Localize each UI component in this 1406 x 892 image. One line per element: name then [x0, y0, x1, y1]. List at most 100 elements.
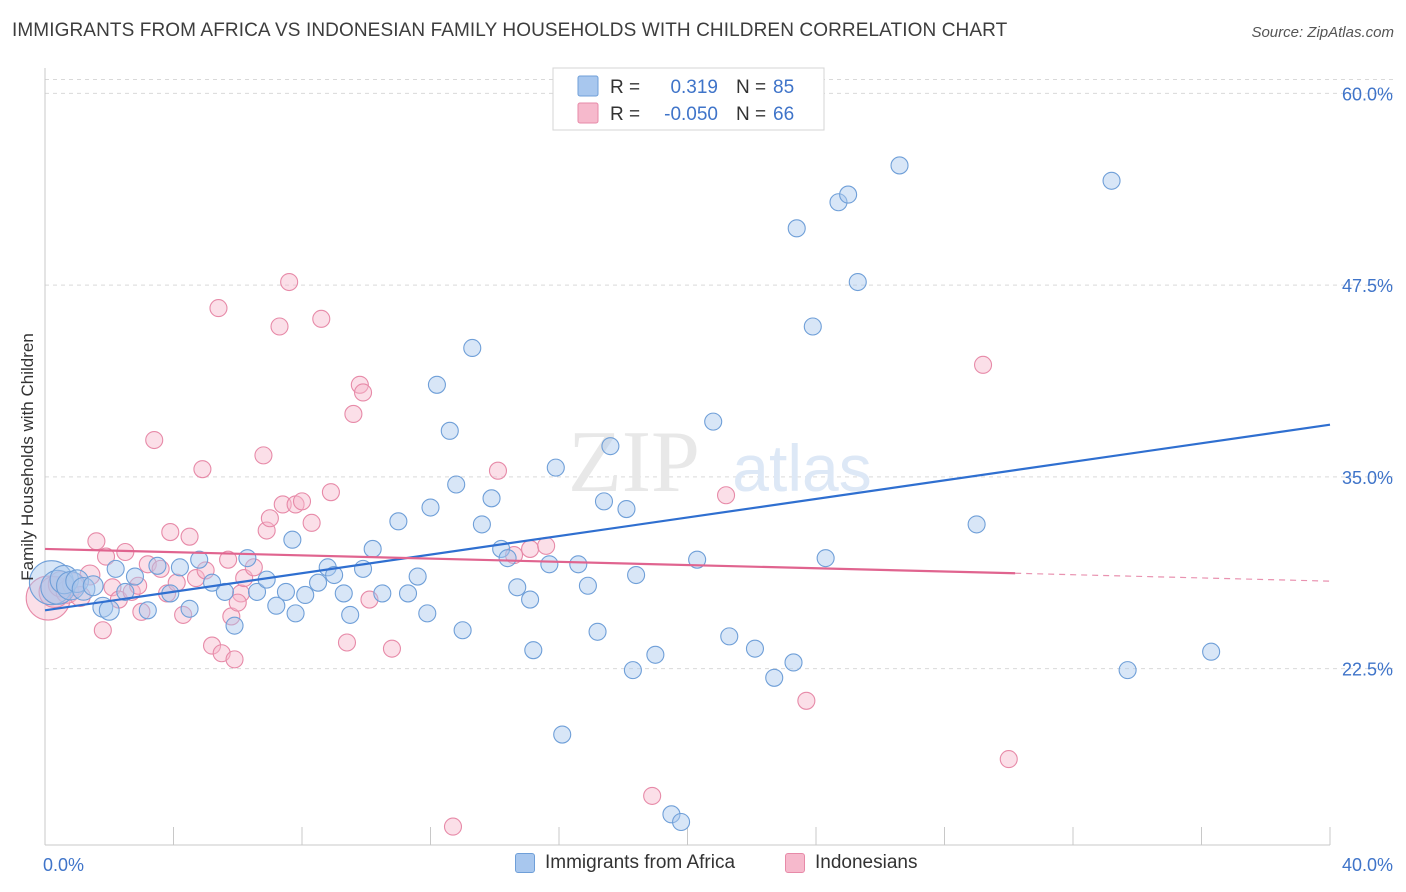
legend-swatch-indonesians — [577, 102, 599, 124]
point-africa-64 — [627, 565, 646, 585]
point-africa-17 — [190, 550, 209, 569]
point-africa-81 — [967, 515, 986, 534]
point-africa-58 — [578, 576, 597, 595]
point-indonesians-55 — [488, 461, 508, 480]
legend-swatch-indonesians-bottom — [785, 853, 805, 873]
point-indonesians-46 — [312, 309, 331, 328]
x-tick-label-1: 40.0% — [1342, 855, 1393, 875]
point-africa-59 — [588, 622, 607, 641]
point-africa-2 — [49, 564, 79, 595]
point-africa-28 — [296, 585, 315, 605]
point-africa-47 — [472, 515, 491, 534]
legend-n-value-africa: 85 — [773, 77, 794, 98]
point-africa-25 — [276, 582, 295, 601]
legend-swatch-africa-bottom — [515, 853, 535, 873]
point-africa-12 — [138, 601, 157, 620]
point-africa-68 — [688, 550, 707, 569]
point-indonesians-47 — [321, 483, 340, 502]
source-credit: Source: ZipAtlas.com — [1251, 24, 1394, 41]
point-africa-79 — [848, 272, 867, 292]
point-africa-54 — [540, 555, 559, 574]
point-africa-29 — [309, 573, 328, 592]
point-africa-45 — [453, 621, 472, 640]
point-africa-20 — [225, 616, 244, 635]
trend-line-indonesians-dashed — [1015, 572, 1331, 582]
point-africa-21 — [238, 549, 257, 568]
trend-lines — [44, 423, 1331, 612]
point-africa-42 — [427, 375, 446, 394]
point-africa-52 — [521, 590, 540, 609]
point-africa-41 — [421, 498, 440, 517]
y-tick-label-1: 35.0% — [1342, 468, 1393, 488]
point-indonesians-57 — [521, 539, 540, 558]
point-indonesians-27 — [203, 636, 222, 655]
point-indonesians-60 — [716, 486, 736, 505]
legend-n-label-indonesians: N = — [736, 104, 766, 125]
point-africa-60 — [594, 492, 614, 511]
legend-r-label-indonesians: R = — [610, 104, 640, 125]
point-africa-57 — [569, 555, 588, 574]
point-indonesians-42 — [280, 272, 299, 292]
point-indonesians-45 — [302, 513, 321, 532]
point-africa-43 — [440, 421, 459, 440]
point-indonesians-53 — [382, 639, 402, 658]
legend-r-value-africa: 0.319 — [670, 77, 718, 98]
point-africa-48 — [482, 489, 501, 508]
legend-swatch-africa — [577, 75, 599, 97]
point-africa-80 — [890, 156, 909, 175]
point-africa-75 — [803, 317, 822, 336]
point-indonesians-34 — [228, 593, 247, 612]
point-africa-46 — [463, 338, 482, 358]
y-tick-label-3: 60.0% — [1342, 84, 1393, 104]
point-indonesians-54 — [443, 817, 463, 836]
point-africa-83 — [1118, 661, 1137, 680]
point-indonesians-61 — [797, 691, 816, 710]
point-africa-10 — [116, 582, 135, 601]
point-indonesians-40 — [270, 317, 289, 336]
point-africa-69 — [704, 412, 723, 431]
point-indonesians-36 — [244, 558, 263, 577]
point-africa-27 — [286, 604, 305, 623]
trend-line-africa — [44, 423, 1331, 612]
point-africa-51 — [508, 578, 527, 597]
point-indonesians-30 — [219, 550, 238, 569]
legend-n-label-africa: N = — [736, 77, 766, 98]
point-africa-32 — [334, 584, 353, 603]
point-africa-35 — [363, 539, 382, 558]
point-africa-9 — [106, 559, 125, 578]
watermark-zip: ZIP — [568, 414, 700, 511]
point-africa-63 — [623, 661, 642, 680]
x-tick-label-0: 0.0% — [43, 855, 84, 875]
trend-line-indonesians — [44, 547, 1016, 575]
tick-labels: 22.5% 35.0% 47.5% 60.0% 0.0% 40.0% — [43, 84, 1393, 875]
point-africa-77 — [829, 193, 848, 212]
point-africa-50 — [498, 549, 517, 568]
point-indonesians-59 — [643, 786, 662, 805]
point-africa-31 — [325, 565, 344, 585]
point-indonesians-37 — [254, 446, 273, 465]
point-indonesians-8 — [93, 621, 112, 640]
point-indonesians-62 — [973, 355, 993, 374]
point-indonesians-39 — [260, 509, 279, 528]
point-africa-33 — [341, 605, 360, 624]
point-indonesians-28 — [209, 299, 228, 318]
point-indonesians-49 — [344, 404, 363, 423]
point-indonesians-51 — [353, 383, 373, 402]
point-indonesians-48 — [337, 633, 357, 652]
chart-title: IMMIGRANTS FROM AFRICA VS INDONESIAN FAM… — [12, 20, 1008, 41]
point-africa-24 — [267, 596, 286, 615]
series-legend: Immigrants from Africa Indonesians — [0, 850, 1406, 880]
point-indonesians-15 — [132, 602, 151, 621]
point-indonesians-7 — [87, 532, 106, 551]
point-africa-36 — [373, 584, 392, 603]
point-africa-38 — [398, 584, 418, 603]
point-africa-40 — [418, 604, 437, 623]
point-indonesians-17 — [145, 430, 164, 450]
point-africa-39 — [408, 567, 427, 586]
point-africa-74 — [787, 219, 806, 238]
point-africa-84 — [1202, 642, 1221, 661]
point-africa-6 — [82, 575, 104, 597]
point-africa-82 — [1102, 171, 1121, 190]
legend-item-indonesians: Indonesians — [785, 852, 917, 874]
